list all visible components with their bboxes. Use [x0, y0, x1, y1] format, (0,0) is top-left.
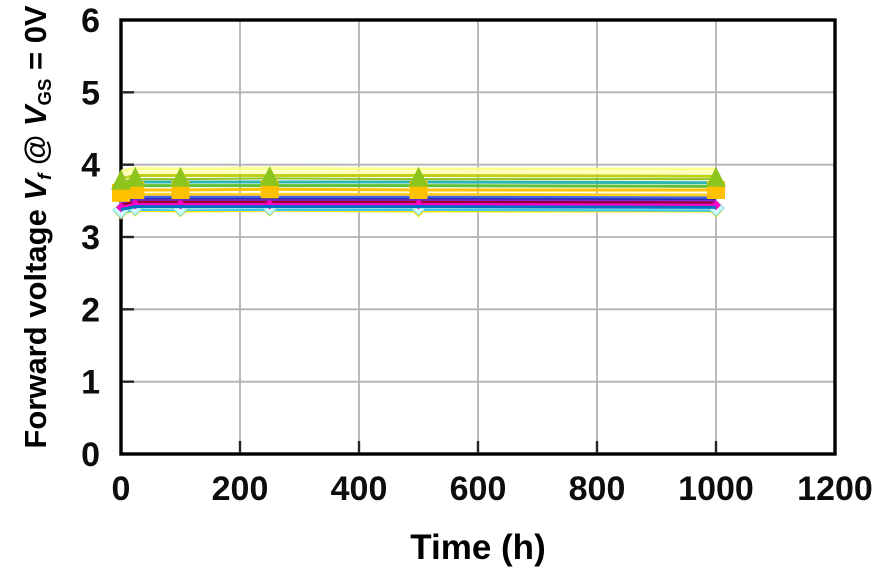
x-tick-label: 1200	[797, 470, 873, 508]
x-tick-label: 800	[569, 470, 626, 508]
series-line-blue	[120, 205, 717, 211]
y-tick-label: 6	[81, 2, 100, 40]
series-line-pale-yellow-1	[120, 166, 716, 173]
y-axis-title-symbol-v2: V	[18, 105, 53, 127]
y-tick-label: 4	[81, 147, 100, 185]
y-axis-title-symbol-v1: V	[18, 179, 53, 201]
marker-triangle-green-triangle	[125, 166, 146, 187]
marker-triangle-green-triangle	[408, 166, 429, 187]
marker-triangle-green-triangle	[111, 169, 131, 190]
marker-triangle-green-triangle	[170, 166, 191, 187]
x-axis-title: Time (h)	[410, 528, 546, 567]
y-axis-title-at: @	[18, 126, 53, 174]
x-tick-label: 200	[212, 470, 269, 508]
y-tick-label: 0	[81, 436, 100, 474]
x-tick-label: 400	[331, 470, 388, 508]
x-tick-label: 0	[112, 470, 131, 508]
y-tick-label: 5	[81, 74, 100, 112]
y-tick-label: 3	[81, 219, 100, 257]
marker-triangle-green-triangle	[259, 166, 280, 187]
y-tick-label: 2	[81, 291, 100, 329]
y-axis-title: Forward voltage Vf @ VGS = 0V	[17, 0, 55, 457]
y-axis-title-sub-gs: GS	[34, 78, 56, 106]
x-tick-label: 600	[450, 470, 507, 508]
x-tick-label: 1000	[678, 470, 754, 508]
y-axis-title-sub-f: f	[34, 173, 56, 180]
y-axis-title-text: Forward voltage	[18, 200, 53, 449]
y-axis-title-eq: = 0V	[18, 5, 53, 79]
plot-border	[119, 18, 837, 456]
marker-triangle-green-triangle	[706, 166, 726, 187]
y-tick-label: 1	[81, 364, 100, 402]
